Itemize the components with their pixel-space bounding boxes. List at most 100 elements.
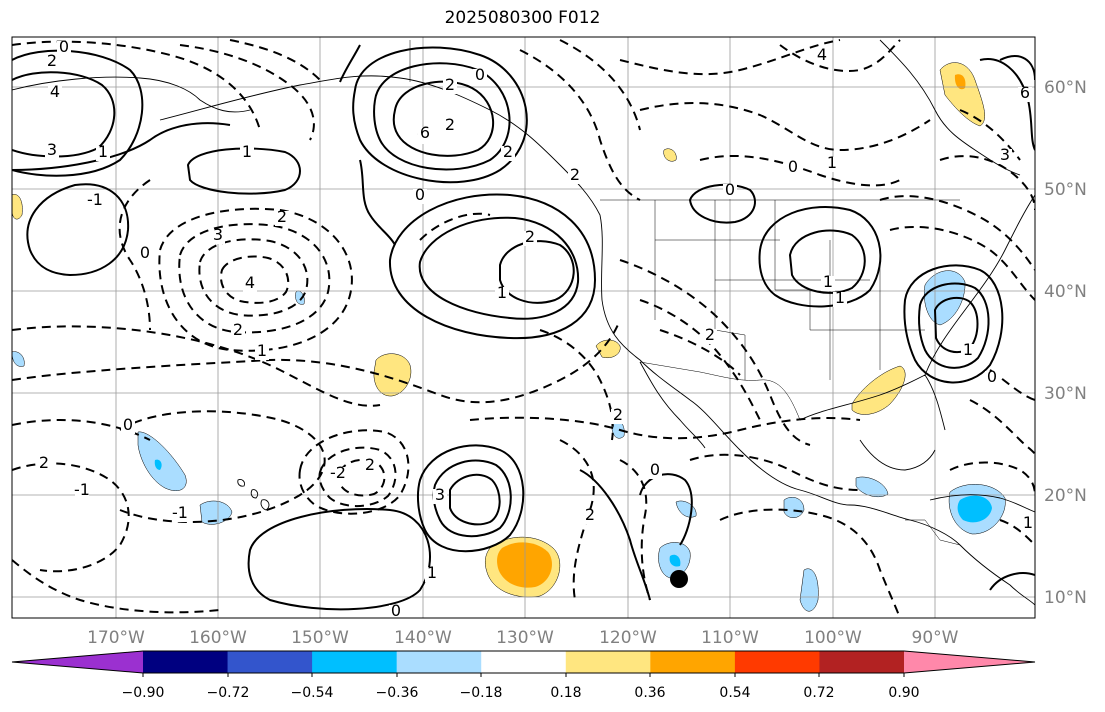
contour-neg-trop-3	[619, 459, 651, 601]
contour-label: 2	[39, 453, 49, 472]
contour-label-bg	[211, 229, 225, 244]
contour-label: -2	[330, 463, 346, 482]
contour-label: 2	[47, 51, 57, 70]
patch-blue-carib-core	[957, 495, 992, 523]
colorbar-min-extend	[12, 651, 143, 673]
contour-label: 6	[1020, 83, 1030, 102]
cuba	[929, 494, 1035, 513]
longitude-tick-label: 90°W	[912, 628, 959, 648]
positive-contours	[12, 44, 1035, 611]
contour-label: 1	[257, 341, 267, 360]
contour-label: 0	[725, 180, 735, 199]
contour-label-bg	[121, 419, 135, 434]
contour-pos-great-lakes-1	[903, 264, 1004, 384]
contour-label: -1	[172, 503, 188, 522]
contour-label: 2	[570, 165, 580, 184]
longitude-axis: 170°W 160°W 150°W 140°W 130°W 120°W 110°W 100°W…	[87, 628, 959, 648]
contour-pos-seattle-2	[359, 159, 396, 246]
contour-neg-sw-2	[639, 299, 761, 421]
yucatan	[859, 439, 936, 471]
map-plot-area	[12, 37, 1035, 618]
contour-label: 0	[391, 601, 401, 620]
contour-label: 1	[963, 340, 973, 359]
contour-label-bg	[433, 489, 447, 504]
colorbar-segment	[819, 651, 905, 673]
contour-label: 2	[445, 115, 455, 134]
contour-pos-north-pac-1	[186, 147, 301, 195]
hawaii-3	[260, 499, 270, 511]
patch-blue-east-pac-core	[669, 554, 681, 567]
colorbar-tick-label: 0.72	[803, 685, 834, 701]
contour-label: 1	[1023, 513, 1033, 532]
contour-label: 2	[277, 207, 287, 226]
colorbar-tick-label: −0.54	[291, 685, 334, 701]
map-frame	[11, 36, 1036, 619]
latitude-tick-label: 30°N	[1044, 384, 1087, 404]
contour-neg-canada-2	[639, 102, 931, 152]
patch-blue-s4	[855, 476, 889, 497]
colorbar-tick-label: 0.90	[888, 685, 919, 701]
contour-pos-great-lakes-2	[918, 282, 990, 369]
colorbar-segment	[227, 651, 313, 673]
contour-label-bg	[1021, 517, 1035, 532]
colorbar-tick-label: −0.72	[207, 685, 250, 701]
contour-label: -1	[87, 190, 103, 209]
longitude-tick-label: 170°W	[87, 628, 145, 648]
contour-label: 2	[503, 142, 513, 161]
state-3	[774, 200, 831, 380]
contour-label-bg	[443, 119, 457, 134]
contour-label-bg	[985, 371, 999, 386]
contour-label-bg	[443, 79, 457, 94]
contour-pos-dateline	[26, 183, 130, 277]
contour-label: 0	[650, 460, 660, 479]
contour-neg-east-3	[939, 155, 1035, 211]
contour-pos-plains-2	[788, 229, 866, 294]
colorbar: −0.90 −0.72 −0.54 −0.36 −0.18 0.18 0.36 0.54 0.7…	[11, 650, 1036, 701]
contour-neg-east-1	[879, 195, 1035, 271]
contour-neg-trop-4	[719, 508, 901, 618]
contour-label: 1	[827, 153, 837, 172]
contour-label: 1	[823, 272, 833, 291]
contour-label-bg	[501, 146, 515, 161]
contour-label-bg	[88, 194, 102, 209]
contour-pos-great-lakes-3	[933, 296, 979, 354]
map-title: 2025080300 F012	[444, 8, 601, 28]
contour-label-bg	[418, 127, 432, 142]
central-america	[905, 519, 961, 546]
contour-label-bg	[96, 146, 110, 161]
map-content: 024311-10324210210620222401011022310022-…	[12, 37, 1035, 620]
patch-yellow-hawaii-n	[373, 353, 412, 397]
contour-neg-subtrop-low-1	[298, 429, 410, 515]
contour-label-bg	[138, 247, 152, 262]
state-2	[714, 200, 746, 380]
colorbar-max-extend	[904, 651, 1035, 673]
longitude-tick-label: 160°W	[189, 628, 247, 648]
state-7	[879, 250, 925, 331]
patch-yellow-canada	[939, 62, 985, 127]
patch-yellow-baja	[595, 339, 621, 358]
latitude-tick-label: 10°N	[1044, 588, 1087, 608]
contour-neg-carib-2	[999, 519, 1035, 546]
contour-label-bg	[275, 211, 289, 226]
longitude-tick-label: 140°W	[394, 628, 452, 648]
colorbar-segment	[312, 651, 398, 673]
contour-label-bg	[48, 86, 62, 101]
contour-label-bg	[1018, 87, 1032, 102]
contour-neg-pac-big-2	[12, 325, 381, 407]
contour-label: 0	[123, 415, 133, 434]
hawaii-1	[237, 479, 245, 487]
contour-label: 3	[1000, 145, 1010, 164]
contour-neg-canada-3	[699, 155, 901, 187]
contour-label: 4	[50, 82, 60, 101]
east-coast	[924, 194, 1035, 376]
patch-blue-hawaii	[137, 431, 187, 491]
contour-label-bg	[173, 507, 187, 522]
patch-blue-s2	[799, 568, 819, 612]
contour-label-bg	[363, 459, 377, 474]
contour-neg-mid-1	[419, 212, 491, 241]
contour-label-bg	[75, 484, 89, 499]
coastlines	[12, 39, 1035, 606]
contour-neg-gulf-alaska-2	[559, 39, 641, 131]
patch-yellow-gulf	[851, 365, 906, 415]
contour-label-bg	[37, 457, 51, 472]
